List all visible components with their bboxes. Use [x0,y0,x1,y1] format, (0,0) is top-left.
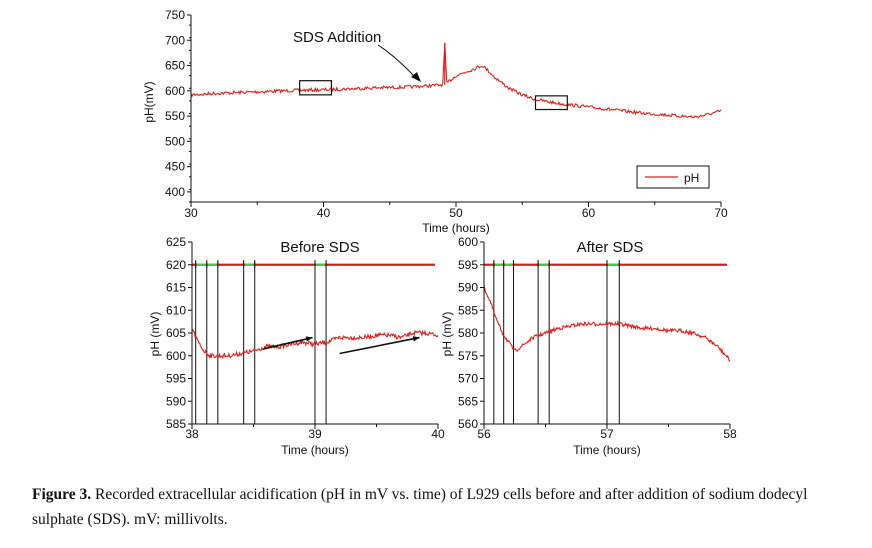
y-tick-label: 560 [458,417,478,431]
trend-arrowhead [412,336,420,342]
y-tick-label: 750 [165,8,185,22]
y-tick-label: 650 [165,59,185,73]
top-chart-x-ticks: 30 40 50 60 70 [184,202,728,220]
ph-series-line [483,285,731,362]
x-tick-label: 40 [431,427,445,441]
after-sds-ylabel: pH (mV) [440,312,454,357]
x-tick-label: 39 [308,427,322,441]
caption-label: Figure 3. [32,486,92,503]
top-chart-ylabel: pH(mV) [142,81,156,122]
after-sds-chart: 560 565 570 575 580 585 590 595 600 56 57 58 pH (m… [440,235,737,457]
before-sds-xlabel: Time (hours) [281,443,349,457]
y-tick-label: 575 [458,349,478,363]
before-sds-x-ticks: 38 39 40 [185,424,445,441]
after-sds-y-ticks: 560 565 570 575 580 585 590 595 600 [458,235,484,431]
ph-series-line [190,43,722,119]
sds-addition-arrowhead [411,72,421,82]
y-tick-label: 605 [166,326,186,340]
y-tick-label: 590 [166,394,186,408]
before-sds-y-ticks: 585 590 595 600 605 610 615 620 625 [166,235,192,431]
y-tick-label: 400 [165,185,185,199]
y-tick-label: 600 [166,349,186,363]
y-tick-label: 615 [166,281,186,295]
y-tick-label: 620 [166,258,186,272]
y-tick-label: 590 [458,281,478,295]
after-sds-title: After SDS [577,239,644,256]
x-tick-label: 57 [600,427,614,441]
after-sds-x-ticks: 56 57 58 [477,424,737,441]
y-tick-label: 600 [165,84,185,98]
y-tick-label: 585 [166,417,186,431]
y-tick-label: 570 [458,372,478,386]
caption-text: Recorded extracellular acidification (pH… [32,486,808,528]
figure-3: 400 450 500 550 600 650 700 750 30 40 50 60 70 pH(m… [142,8,737,457]
top-chart-y-ticks: 400 450 500 550 600 650 700 750 [165,8,191,203]
before-sds-plot [191,260,439,424]
trend-arrow [339,336,420,355]
y-tick-label: 700 [165,33,185,47]
x-tick-label: 30 [184,206,198,220]
before-sds-ylabel: pH (mV) [148,312,162,357]
y-tick-label: 450 [165,160,185,174]
top-chart-xlabel: Time (hours) [422,221,490,235]
before-sds-title: Before SDS [280,239,359,256]
y-tick-label: 550 [165,109,185,123]
x-tick-label: 70 [714,206,728,220]
x-tick-label: 38 [185,427,199,441]
top-chart-legend-label: pH [684,171,699,185]
x-tick-label: 56 [477,427,491,441]
y-tick-label: 585 [458,303,478,317]
trend-arrow [263,336,313,350]
top-chart-plot [190,42,722,119]
after-sds-xlabel: Time (hours) [573,443,641,457]
sds-addition-annotation: SDS Addition [293,29,381,46]
y-tick-label: 565 [458,394,478,408]
y-tick-label: 500 [165,134,185,148]
y-tick-label: 600 [458,235,478,249]
top-chart: 400 450 500 550 600 650 700 750 30 40 50 60 70 pH(m… [142,8,728,235]
trend-arrowhead [305,336,313,342]
x-tick-label: 50 [449,206,463,220]
y-tick-label: 595 [166,372,186,386]
highlight-box [299,80,333,96]
figure-caption: Figure 3. Recorded extracellular acidifi… [32,482,862,532]
x-tick-label: 60 [582,206,596,220]
y-tick-label: 580 [458,326,478,340]
sds-addition-arrow [377,44,416,78]
y-tick-label: 610 [166,303,186,317]
y-tick-label: 625 [166,235,186,249]
before-sds-chart: 585 590 595 600 605 610 615 620 625 38 39 40 pH (m… [148,235,445,457]
x-tick-label: 58 [723,427,737,441]
ph-series-line [191,328,439,360]
x-tick-label: 40 [317,206,331,220]
y-tick-label: 595 [458,258,478,272]
highlight-box [534,95,568,111]
after-sds-plot [483,260,731,424]
